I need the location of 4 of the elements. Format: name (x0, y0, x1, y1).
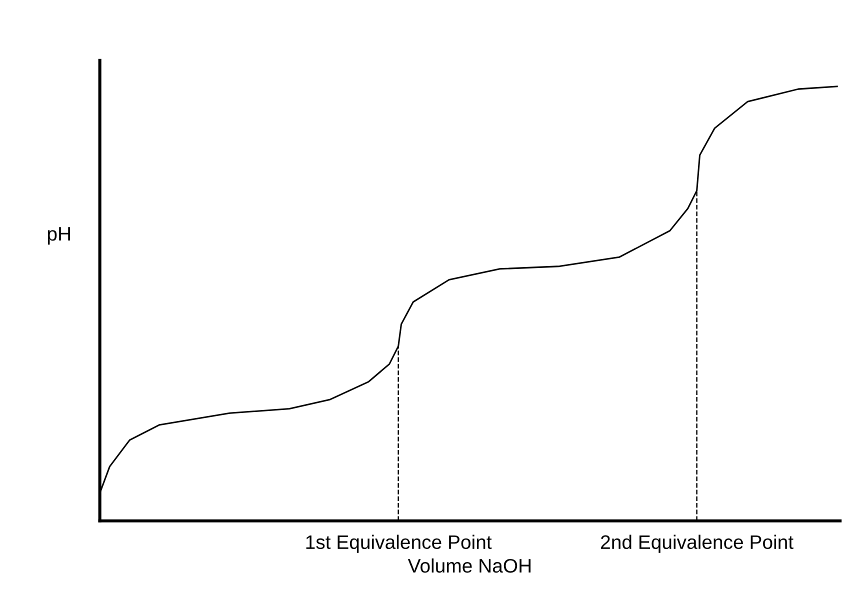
x-tick-label: 2nd Equivalence Point (601, 534, 794, 553)
y-axis-title: pH (48, 227, 70, 245)
x-tick-label: 1st Equivalence Point (306, 534, 492, 553)
x-axis-title: Volume NaOH (408, 558, 531, 573)
